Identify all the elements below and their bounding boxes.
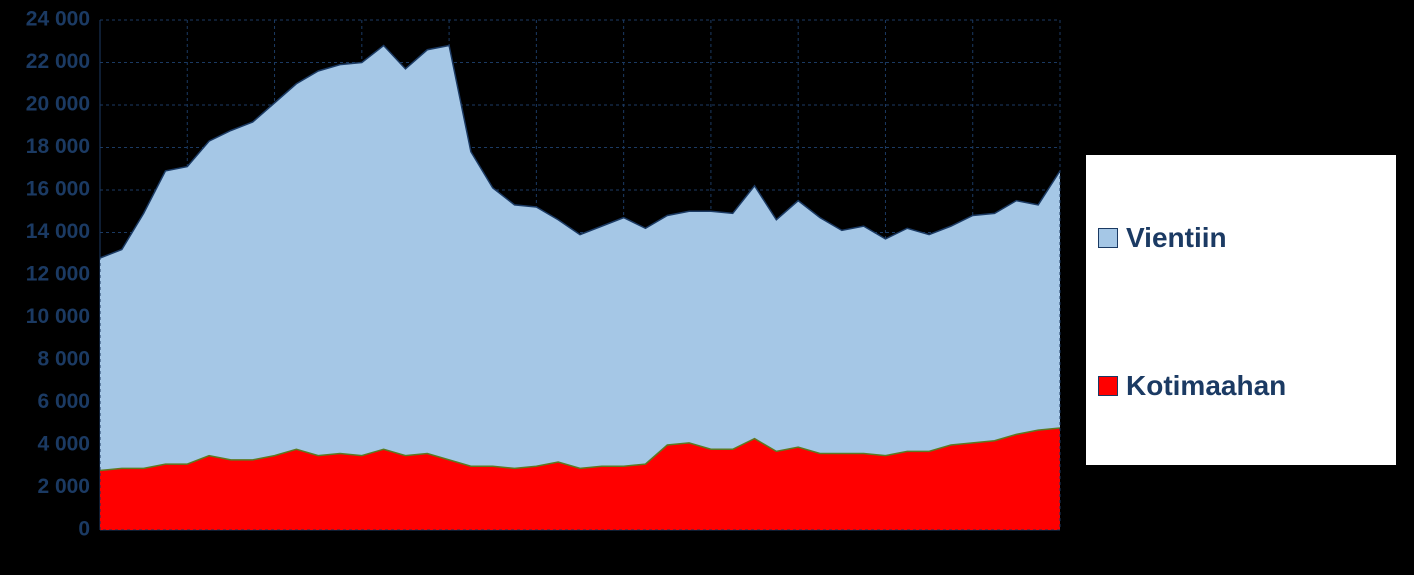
svg-text:22 000: 22 000 [26, 50, 90, 73]
svg-text:18 000: 18 000 [26, 135, 90, 158]
svg-text:0: 0 [78, 518, 90, 541]
svg-text:6 000: 6 000 [37, 390, 90, 413]
svg-text:4 000: 4 000 [37, 433, 90, 456]
legend-swatch [1098, 376, 1118, 396]
legend-label: Vientiin [1126, 222, 1227, 254]
legend-swatch [1098, 228, 1118, 248]
legend: Vientiin Kotimaahan [1086, 155, 1396, 465]
svg-text:16 000: 16 000 [26, 178, 90, 201]
svg-text:8 000: 8 000 [37, 348, 90, 371]
svg-text:14 000: 14 000 [26, 220, 90, 243]
legend-item: Kotimaahan [1098, 370, 1286, 402]
legend-item: Vientiin [1098, 222, 1227, 254]
svg-text:20 000: 20 000 [26, 93, 90, 116]
svg-text:10 000: 10 000 [26, 305, 90, 328]
svg-text:2 000: 2 000 [37, 475, 90, 498]
svg-text:12 000: 12 000 [26, 263, 90, 286]
legend-label: Kotimaahan [1126, 370, 1286, 402]
svg-text:24 000: 24 000 [26, 8, 90, 31]
